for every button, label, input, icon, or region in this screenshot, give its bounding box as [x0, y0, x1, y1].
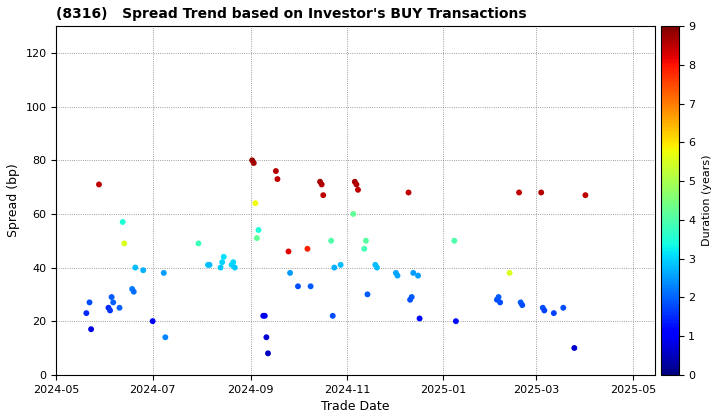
- Point: [258, 312, 269, 319]
- Point: [305, 283, 316, 290]
- Point: [147, 318, 158, 325]
- Point: [405, 297, 416, 303]
- Point: [117, 219, 128, 226]
- Y-axis label: Duration (years): Duration (years): [702, 155, 712, 246]
- Point: [318, 192, 329, 199]
- Y-axis label: Spread (bp): Spread (bp): [7, 164, 20, 237]
- Point: [86, 326, 97, 333]
- Point: [335, 262, 346, 268]
- Point: [351, 181, 362, 188]
- Point: [536, 189, 547, 196]
- Point: [127, 286, 138, 292]
- Point: [302, 245, 313, 252]
- Point: [513, 189, 525, 196]
- Point: [160, 334, 171, 341]
- Point: [539, 307, 550, 314]
- Point: [360, 237, 372, 244]
- Point: [114, 304, 125, 311]
- Point: [328, 264, 340, 271]
- Point: [202, 262, 214, 268]
- Point: [84, 299, 95, 306]
- Point: [271, 176, 283, 182]
- Point: [325, 237, 337, 244]
- Point: [292, 283, 304, 290]
- Point: [217, 259, 228, 265]
- Point: [218, 253, 230, 260]
- Point: [158, 270, 169, 276]
- Point: [516, 302, 528, 308]
- Point: [492, 294, 504, 300]
- Point: [253, 227, 264, 234]
- Point: [352, 186, 364, 193]
- Point: [449, 237, 460, 244]
- Point: [259, 312, 271, 319]
- Point: [515, 299, 526, 306]
- Point: [413, 272, 424, 279]
- Point: [226, 262, 238, 268]
- Point: [557, 304, 569, 311]
- Point: [408, 270, 419, 276]
- Point: [316, 181, 328, 188]
- Point: [204, 262, 215, 268]
- Point: [130, 264, 141, 271]
- Point: [229, 264, 240, 271]
- Point: [261, 334, 272, 341]
- Text: (8316)   Spread Trend based on Investor's BUY Transactions: (8316) Spread Trend based on Investor's …: [56, 7, 527, 21]
- Point: [359, 245, 370, 252]
- Point: [119, 240, 130, 247]
- Point: [284, 270, 296, 276]
- Point: [228, 259, 239, 265]
- Point: [406, 294, 418, 300]
- Point: [372, 264, 383, 271]
- Point: [193, 240, 204, 247]
- Point: [348, 210, 359, 217]
- Point: [349, 178, 361, 185]
- Point: [369, 262, 381, 268]
- Point: [283, 248, 294, 255]
- Point: [93, 181, 104, 188]
- Point: [262, 350, 274, 357]
- Point: [495, 299, 506, 306]
- Point: [246, 157, 258, 164]
- Point: [450, 318, 462, 325]
- Point: [504, 270, 516, 276]
- Point: [215, 264, 226, 271]
- Point: [402, 189, 414, 196]
- Point: [569, 345, 580, 352]
- Point: [107, 299, 119, 306]
- Point: [327, 312, 338, 319]
- Point: [138, 267, 149, 273]
- Point: [128, 288, 140, 295]
- Point: [537, 304, 549, 311]
- Point: [315, 178, 326, 185]
- Point: [392, 272, 403, 279]
- X-axis label: Trade Date: Trade Date: [321, 400, 390, 413]
- Point: [103, 304, 114, 311]
- Point: [81, 310, 92, 317]
- Point: [580, 192, 591, 199]
- Point: [548, 310, 559, 317]
- Point: [248, 160, 259, 166]
- Point: [414, 315, 426, 322]
- Point: [104, 307, 116, 314]
- Point: [251, 235, 263, 242]
- Point: [390, 270, 402, 276]
- Point: [361, 291, 373, 298]
- Point: [106, 294, 117, 300]
- Point: [250, 200, 261, 207]
- Point: [491, 297, 503, 303]
- Point: [270, 168, 282, 174]
